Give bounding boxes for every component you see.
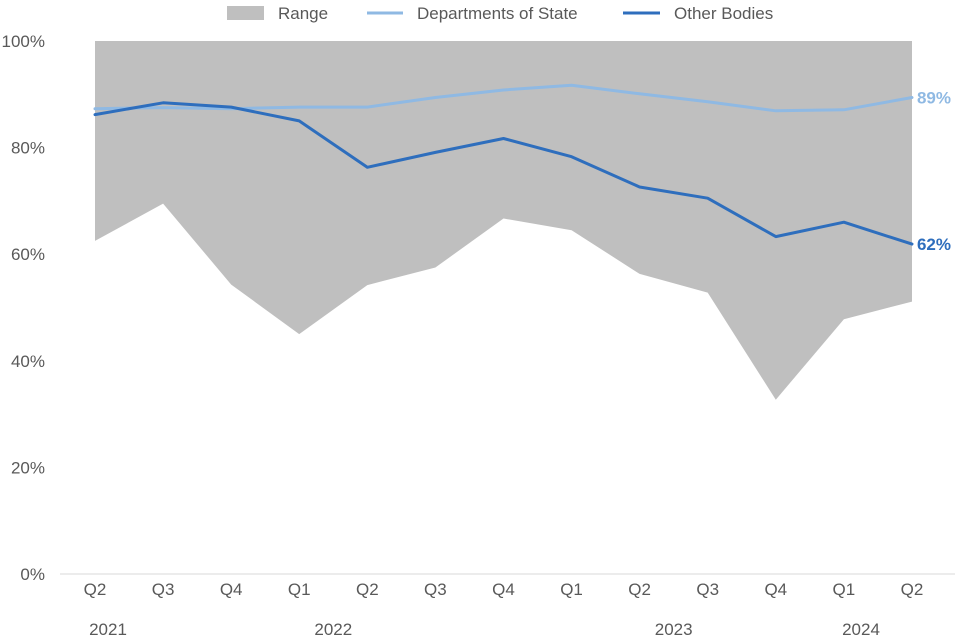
x-tick-label: Q1 xyxy=(288,580,311,599)
x-tick-label: Q1 xyxy=(833,580,856,599)
legend-swatch-range xyxy=(227,6,264,20)
x-tick-label: Q3 xyxy=(152,580,175,599)
range-area xyxy=(95,41,912,400)
x-tick-label: Q2 xyxy=(628,580,651,599)
series-end-label: 62% xyxy=(917,235,951,254)
x-tick-label: Q2 xyxy=(901,580,924,599)
series-lines xyxy=(93,83,914,246)
x-tick-label: Q3 xyxy=(696,580,719,599)
axes: 0% 20% 40% 60% 80% 100% Q2 Q3 Q4 Q1 Q2 Q3 Q4 Q1 Q2 Q3 Q4… xyxy=(2,32,955,639)
series-end-label: 89% xyxy=(917,88,951,107)
x-tick-label: Q4 xyxy=(764,580,787,599)
x-tick-label: Q4 xyxy=(492,580,515,599)
legend: Range Departments of State Other Bodies xyxy=(227,4,773,23)
x-tick-label: Q1 xyxy=(560,580,583,599)
range-area-layer xyxy=(95,41,912,400)
series-line-other-bodies xyxy=(93,101,914,246)
y-tick-label: 20% xyxy=(11,458,45,477)
x-year-label: 2023 xyxy=(655,620,693,639)
legend-label-range: Range xyxy=(278,4,328,23)
y-tick-label: 80% xyxy=(11,139,45,158)
y-tick-label: 40% xyxy=(11,352,45,371)
y-tick-label: 100% xyxy=(2,32,45,51)
legend-label-departments: Departments of State xyxy=(417,4,578,23)
y-tick-label: 0% xyxy=(20,565,45,584)
x-tick-label: Q2 xyxy=(84,580,107,599)
y-tick-label: 60% xyxy=(11,245,45,264)
x-year-label: 2021 xyxy=(89,620,127,639)
x-year-label: 2024 xyxy=(842,620,880,639)
legend-label-other-bodies: Other Bodies xyxy=(674,4,773,23)
series-line-departments-of-state xyxy=(93,83,914,113)
x-year-label: 2022 xyxy=(314,620,352,639)
x-tick-label: Q4 xyxy=(220,580,243,599)
x-tick-label: Q3 xyxy=(424,580,447,599)
x-tick-label: Q2 xyxy=(356,580,379,599)
labels: 89% 62% xyxy=(917,88,951,254)
